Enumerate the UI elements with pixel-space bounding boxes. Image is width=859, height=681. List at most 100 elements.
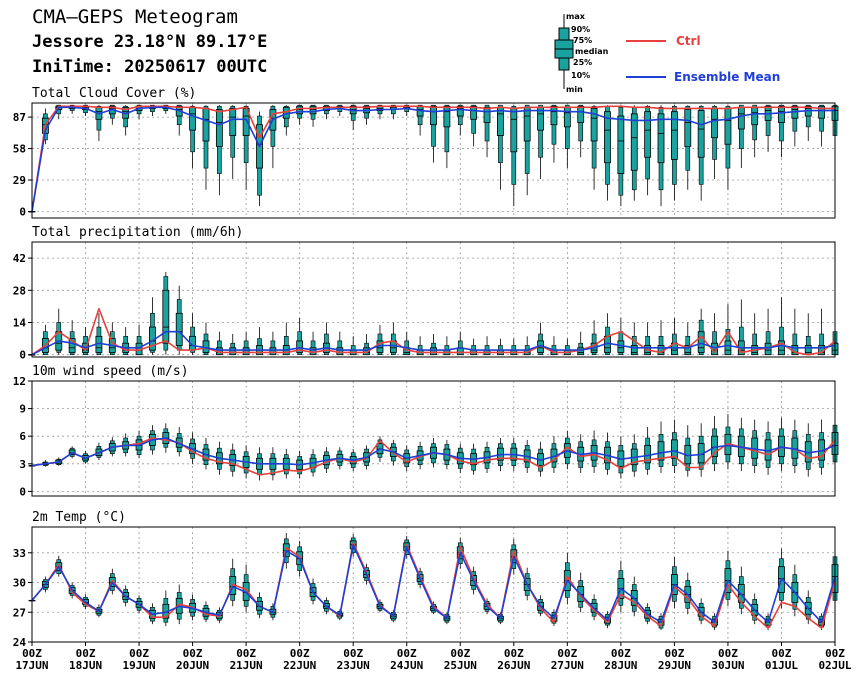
box-plot [256, 111, 263, 207]
box-inner [670, 111, 678, 160]
legend-label-p25: 25% [573, 58, 592, 67]
box-plot [189, 313, 197, 355]
box-inner [697, 110, 705, 158]
chart-title: CMA—GEPS Meteogram [32, 6, 238, 28]
y-tick-label: 87 [13, 111, 26, 124]
y-tick-label: 27 [13, 606, 26, 619]
box-plot [202, 322, 210, 356]
box-inner [751, 106, 759, 126]
x-tick-date: 22JUN [283, 659, 316, 672]
header: CMA—GEPS Meteogram Jessore 23.18°N 89.17… [0, 0, 859, 100]
box-inner [430, 105, 437, 126]
box-inner [617, 115, 625, 174]
x-tick-date: 24JUN [390, 659, 423, 672]
legend: max 90% 75% median 25% 10% min Ctrl Ense… [554, 12, 780, 94]
box-plot [630, 434, 638, 477]
box-inner [269, 347, 277, 356]
box-plot [537, 104, 544, 179]
y-tick-label: 0 [19, 205, 26, 218]
box-inner [737, 106, 745, 130]
x-tick-date: 01JUL [765, 659, 798, 672]
x-tick-date: 28JUN [604, 659, 637, 672]
x-tick-time: 00Z [236, 647, 256, 660]
panel-frame [31, 380, 836, 497]
y-tick-label: 29 [13, 174, 26, 187]
box-inner [296, 105, 304, 115]
panel-frame [31, 526, 836, 643]
x-tick-date: 19JUN [123, 659, 156, 672]
box-inner [778, 105, 785, 123]
box-plot [657, 105, 665, 207]
box-plot [456, 104, 464, 136]
box-plot [751, 104, 759, 158]
x-tick-time: 00Z [76, 647, 96, 660]
box-inner [175, 312, 183, 346]
initime-label: IniTime: 20250617 00UTC [32, 57, 268, 77]
legend-label-max: max [566, 12, 586, 21]
box-plot [737, 417, 745, 472]
y-tick-label: 0 [19, 349, 26, 362]
x-tick-time: 00Z [825, 647, 845, 660]
box-plot [737, 566, 745, 615]
box-plot [630, 322, 638, 356]
box-plot [724, 304, 732, 356]
x-tick-date: 17JUN [15, 659, 48, 672]
box-plot [644, 105, 652, 196]
box-plot [430, 334, 437, 356]
x-tick-time: 00Z [557, 647, 577, 660]
box-plot [95, 313, 103, 356]
panels: Total Cloud Cover (%) 0 29 58 87 Total precip… [13, 86, 839, 649]
ctrl-line [31, 105, 835, 212]
box-inner [229, 347, 237, 356]
legend-label-p75: 75% [573, 36, 592, 45]
box-plot [430, 104, 437, 163]
legend-ctrl-label: Ctrl [676, 34, 701, 48]
box-inner [456, 105, 464, 117]
box-inner [711, 108, 718, 139]
box-plot [617, 436, 625, 479]
box-inner [229, 108, 237, 136]
x-tick-time: 00Z [504, 647, 524, 660]
box-plot [670, 419, 678, 473]
x-tick-time: 00Z [611, 647, 631, 660]
box-inner [604, 111, 611, 164]
box-plot [724, 550, 732, 607]
box-plot [818, 419, 826, 475]
x-tick-time: 00Z [450, 647, 470, 660]
panel-title: Total Cloud Cover (%) [32, 86, 196, 101]
box-inner [363, 105, 370, 114]
box-inner [697, 331, 705, 353]
box-inner [724, 108, 732, 145]
box-outer [431, 104, 436, 147]
x-tick-time: 00Z [22, 647, 42, 660]
box-plot [737, 104, 745, 169]
box-plot [670, 105, 678, 201]
box-inner [563, 106, 571, 128]
box-plot [617, 105, 625, 207]
ensemble-mean-line [31, 543, 836, 624]
box-plot [229, 105, 237, 179]
legend-mean-label: Ensemble Mean [674, 70, 780, 84]
box-plot [711, 415, 718, 472]
x-tick-date: 27JUN [551, 659, 584, 672]
box-inner [657, 113, 665, 164]
box-plot [510, 105, 518, 207]
box-inner [670, 439, 678, 459]
box-inner [778, 435, 785, 457]
box-plot [697, 105, 705, 201]
box-plot [456, 331, 464, 356]
station-label: Jessore 23.18°N 89.17°E [32, 32, 268, 52]
box-plot [657, 421, 665, 473]
x-tick-date: 21JUN [230, 659, 263, 672]
y-tick-label: 33 [13, 547, 26, 560]
box-inner [684, 345, 692, 356]
panel-3: 10m wind speed (m/s) 0 3 6 9 12 [13, 364, 839, 498]
box-plot [215, 105, 223, 196]
box-plot [684, 105, 692, 190]
box-plot [363, 104, 370, 125]
box-plot [175, 285, 183, 355]
box-plot [617, 317, 625, 356]
box-plot [737, 299, 745, 356]
panel-1: Total Cloud Cover (%) 0 29 58 87 [13, 86, 839, 219]
